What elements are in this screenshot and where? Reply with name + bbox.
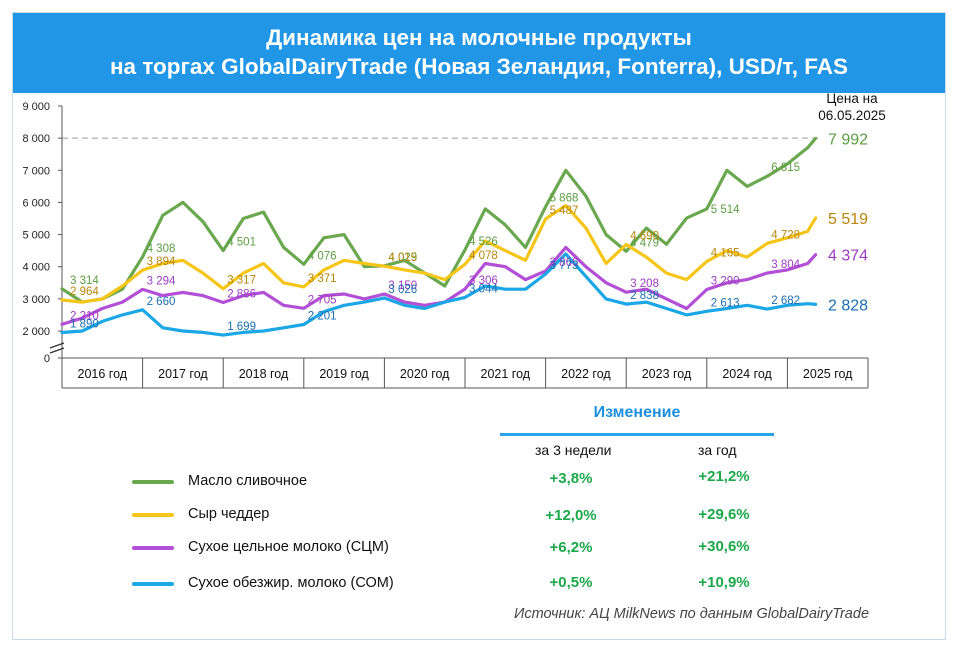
data-label: 3 150 bbox=[388, 280, 417, 292]
data-label: 3 208 bbox=[630, 278, 659, 290]
end-value-label: 7 992 bbox=[828, 131, 868, 148]
data-label: 4 165 bbox=[711, 247, 740, 259]
data-label: 1 890 bbox=[70, 318, 99, 330]
series-line bbox=[60, 252, 818, 337]
data-label: 4 076 bbox=[308, 250, 337, 262]
data-label: 3 773 bbox=[550, 260, 579, 272]
x-category-label: 2023 год bbox=[642, 367, 692, 381]
source-note: Источник: АЦ MilkNews по данным GlobalDa… bbox=[514, 606, 870, 622]
data-label: 4 308 bbox=[147, 243, 176, 255]
data-label: 3 866 bbox=[550, 257, 579, 269]
y-tick-label: 0 bbox=[44, 353, 50, 365]
x-category-label: 2016 год bbox=[78, 367, 128, 381]
legend-swatch bbox=[132, 480, 174, 484]
data-label: 3 294 bbox=[147, 275, 176, 287]
y-tick-label: 4 000 bbox=[22, 262, 50, 274]
data-label: 6 815 bbox=[771, 162, 800, 174]
series-line bbox=[60, 136, 818, 304]
data-label: 4 029 bbox=[388, 252, 417, 264]
change-3w-smp: +0,5% bbox=[549, 574, 593, 591]
series-line bbox=[60, 204, 818, 304]
legend-swatch bbox=[132, 582, 174, 586]
y-tick-label: 6 000 bbox=[22, 197, 50, 209]
data-label: 2 682 bbox=[771, 295, 800, 307]
data-label: 3 894 bbox=[147, 256, 176, 268]
data-label: 4 479 bbox=[630, 237, 659, 249]
data-labels: 3 314 4 308 4 501 4 076 4 029 4 526 5 868 4 479… bbox=[70, 131, 868, 333]
chart-title-line-1: Динамика цен на молочные продукты bbox=[266, 25, 692, 50]
x-category-label: 2020 год bbox=[400, 367, 450, 381]
data-label: 2 964 bbox=[70, 286, 99, 298]
changes-divider bbox=[500, 433, 774, 436]
data-label: 2 886 bbox=[227, 289, 256, 301]
y-tick-label: 9 000 bbox=[22, 101, 50, 113]
x-category-label: 2022 год bbox=[561, 367, 611, 381]
change-year-butter: +21,2% bbox=[698, 468, 750, 485]
data-label: 3 044 bbox=[469, 283, 498, 295]
legend-label: Сухое цельное молоко (СЦМ) bbox=[188, 539, 389, 555]
data-label: 2 613 bbox=[711, 297, 740, 309]
end-value-label: 2 828 bbox=[828, 297, 868, 314]
data-label: 2 201 bbox=[308, 311, 337, 323]
data-label: 2 838 bbox=[630, 290, 659, 302]
x-category-label: 2021 год bbox=[481, 367, 531, 381]
data-label: 2 210 bbox=[70, 310, 99, 322]
change-year-smp: +10,9% bbox=[698, 574, 750, 591]
data-label: 2 705 bbox=[308, 294, 337, 306]
data-label: 3 371 bbox=[308, 273, 337, 285]
axes: 0 2 000 3 000 4 000 5 000 6 000 7 000 8 000 9 00… bbox=[22, 101, 869, 389]
x-category-label: 2025 год bbox=[803, 367, 853, 381]
y-tick-label: 8 000 bbox=[22, 133, 50, 145]
x-category-label: 2017 год bbox=[158, 367, 208, 381]
change-year-wmp: +30,6% bbox=[698, 538, 750, 555]
series-lines bbox=[60, 136, 818, 337]
axis-break-mark bbox=[49, 342, 65, 349]
changes-title: Изменение bbox=[593, 404, 681, 421]
data-label: 3 290 bbox=[711, 276, 740, 288]
data-label: 5 868 bbox=[550, 193, 579, 205]
data-label: 4 015 bbox=[388, 252, 417, 264]
data-label: 3 317 bbox=[227, 275, 256, 287]
price-date-note-line-1: Цена на bbox=[826, 91, 878, 106]
axis-break-mark bbox=[49, 347, 65, 354]
chart-panel: Динамика цен на молочные продукты на тор… bbox=[12, 12, 946, 640]
legend-label: Сыр чеддер bbox=[188, 506, 270, 522]
x-category-label: 2024 год bbox=[722, 367, 772, 381]
legend-label: Масло сливочное bbox=[188, 473, 308, 489]
y-tick-label: 7 000 bbox=[22, 165, 50, 177]
change-3w-butter: +3,8% bbox=[549, 470, 593, 487]
change-3w-cheddar: +12,0% bbox=[545, 507, 597, 524]
data-label: 3 314 bbox=[70, 275, 99, 287]
data-label: 4 728 bbox=[771, 229, 800, 241]
data-label: 4 501 bbox=[227, 237, 256, 249]
change-year-cheddar: +29,6% bbox=[698, 506, 750, 523]
y-tick-label: 2 000 bbox=[22, 326, 50, 338]
data-label: 3 026 bbox=[388, 284, 417, 296]
data-label: 3 804 bbox=[771, 259, 800, 271]
legend-swatch bbox=[132, 513, 174, 517]
y-tick-label: 5 000 bbox=[22, 230, 50, 242]
x-category-label: 2018 год bbox=[239, 367, 289, 381]
data-label: 2 660 bbox=[147, 296, 176, 308]
legend-label: Сухое обезжир. молоко (СОМ) bbox=[188, 575, 394, 591]
chart-title-line-2: на торгах GlobalDairyTrade (Новая Зеланд… bbox=[109, 54, 849, 79]
y-tick-label: 3 000 bbox=[22, 294, 50, 306]
change-3w-wmp: +6,2% bbox=[549, 539, 593, 556]
data-label: 1 699 bbox=[227, 321, 256, 333]
col-header-year: за год bbox=[698, 442, 737, 458]
end-value-label: 5 519 bbox=[828, 211, 868, 228]
price-date-note-line-2: 06.05.2025 bbox=[818, 108, 886, 123]
x-category-label: 2019 год bbox=[319, 367, 369, 381]
data-label: 5 514 bbox=[711, 204, 740, 216]
end-value-label: 4 374 bbox=[828, 248, 868, 265]
data-label: 4 690 bbox=[630, 231, 659, 243]
title-bar: Динамика цен на молочные продукты на тор… bbox=[13, 13, 945, 93]
data-label: 3 306 bbox=[469, 275, 498, 287]
col-header-3-weeks: за 3 недели bbox=[535, 442, 612, 458]
data-label: 4 526 bbox=[469, 236, 498, 248]
data-label: 4 078 bbox=[469, 250, 498, 262]
legend-swatch bbox=[132, 546, 174, 550]
data-label: 5 487 bbox=[550, 205, 579, 217]
